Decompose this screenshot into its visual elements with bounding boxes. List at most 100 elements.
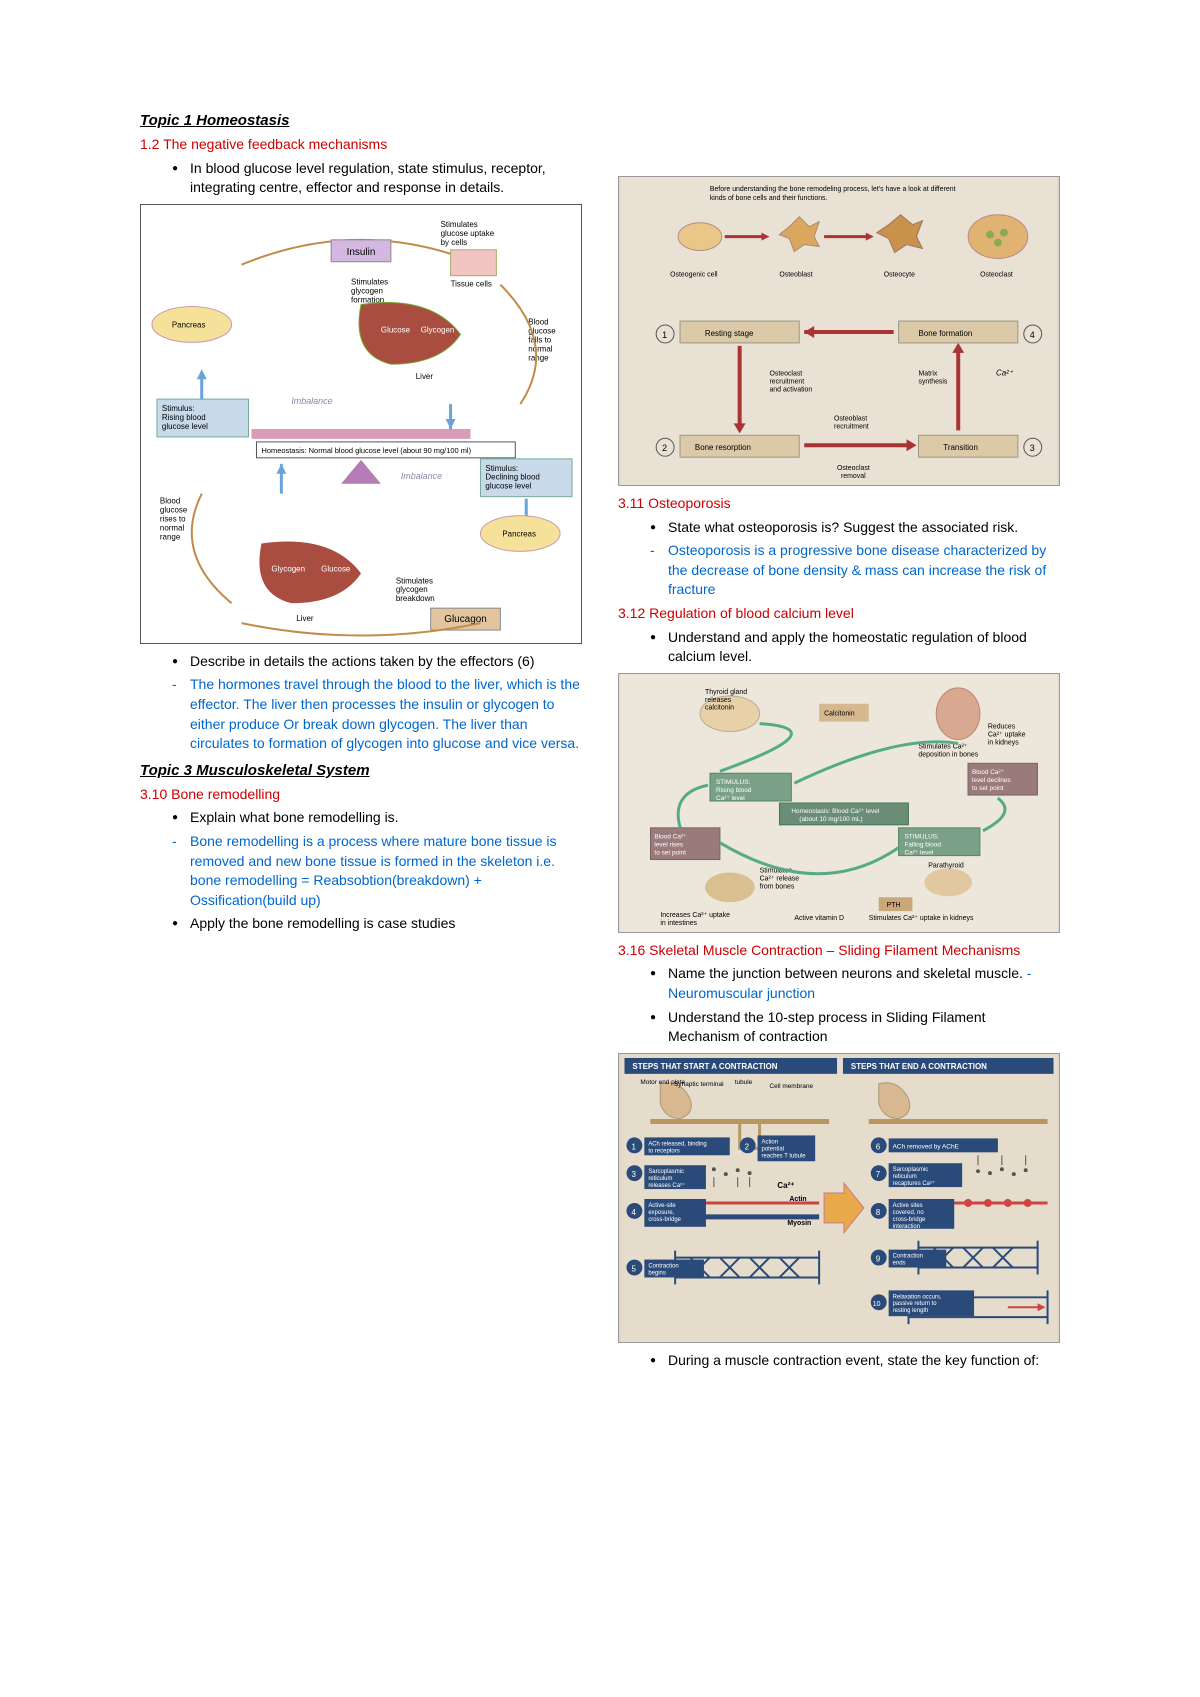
svg-text:Osteoclast: Osteoclast [980,271,1013,278]
svg-text:4: 4 [631,1208,636,1217]
svg-text:in intestines: in intestines [660,920,697,927]
svg-text:Action: Action [762,1139,779,1145]
svg-text:from bones: from bones [760,883,795,890]
topic3-title: Topic 3 Musculoskeletal System [140,760,582,781]
svg-text:by cells: by cells [441,238,468,247]
svg-text:Actin: Actin [789,1196,806,1203]
svg-text:2: 2 [745,1142,750,1151]
svg-text:3: 3 [1030,443,1035,453]
svg-text:Glucose: Glucose [381,325,411,334]
bullet-bone-case: Apply the bone remodelling is case studi… [172,914,582,934]
tissue-label: Tissue cells [451,279,492,288]
svg-text:Ca²⁺ level: Ca²⁺ level [716,795,745,802]
svg-text:releases Ca²⁺: releases Ca²⁺ [648,1182,685,1189]
svg-text:Declining blood: Declining blood [485,473,539,482]
bullet-10step: Understand the 10-step process in Slidin… [650,1008,1060,1047]
svg-text:7: 7 [876,1170,881,1179]
bullet-keyfunction: During a muscle contraction event, state… [650,1351,1060,1371]
svg-text:cross-bridge: cross-bridge [648,1217,681,1223]
svg-text:Stimulus:: Stimulus: [162,404,195,413]
svg-text:potential: potential [762,1146,784,1152]
bullet-osteo: State what osteoporosis is? Suggest the … [650,518,1060,538]
svg-text:Matrix: Matrix [918,371,937,378]
right-column: Before understanding the bone remodeling… [618,110,1060,1374]
svg-text:Active vitamin D: Active vitamin D [794,915,844,922]
svg-text:recaptures Ca²⁺: recaptures Ca²⁺ [893,1180,935,1187]
svg-text:removal: removal [841,473,866,480]
svg-text:to receptors: to receptors [648,1148,679,1154]
section-3-16-title: 3.16 Skeletal Muscle Contraction – Slidi… [618,941,1060,961]
svg-text:Glucose: Glucose [321,564,351,573]
svg-text:Contraction: Contraction [648,1263,678,1269]
topic1-list: In blood glucose level regulation, state… [140,159,582,198]
svg-text:glycogen: glycogen [396,585,428,594]
svg-text:3: 3 [631,1170,636,1179]
svg-text:Bone formation: Bone formation [918,329,972,338]
svg-text:falls to: falls to [528,335,552,344]
svg-text:STIMULUS:: STIMULUS: [716,779,751,786]
svg-text:in kidneys: in kidneys [988,739,1019,746]
stim-uptake-label: Stimulates [441,220,478,229]
pancreas-label: Pancreas [172,320,206,329]
svg-text:Resting stage: Resting stage [705,329,754,338]
svg-text:(about 10 mg/100 mL): (about 10 mg/100 mL) [799,816,862,823]
svg-text:5: 5 [631,1264,636,1273]
svg-text:resting length: resting length [893,1308,929,1314]
section-3-11-title: 3.11 Osteoporosis [618,494,1060,514]
stim-glyc-label: Stimulates [351,277,388,286]
svg-text:1: 1 [662,330,667,340]
left-column: Topic 1 Homeostasis 1.2 The negative fee… [140,110,582,1374]
svg-text:Synaptic terminal: Synaptic terminal [674,1080,723,1087]
bullet-effectors: Describe in details the actions taken by… [172,652,582,672]
svg-text:level declines: level declines [972,777,1011,784]
glucose-diagram: Insulin Stimulates glucose uptake by cel… [140,204,582,644]
svg-text:Stimulates: Stimulates [396,576,433,585]
svg-text:Ca²⁺ release: Ca²⁺ release [760,875,800,882]
svg-text:synthesis: synthesis [918,379,947,386]
svg-text:covered, no: covered, no [893,1210,925,1216]
svg-text:Osteoclast: Osteoclast [837,465,870,472]
svg-text:calcitonin: calcitonin [705,704,734,711]
insulin-label: Insulin [347,247,376,258]
svg-text:Parathyroid: Parathyroid [928,862,964,869]
svg-text:Myosin: Myosin [787,1220,811,1227]
svg-text:Ca²⁺: Ca²⁺ [777,1181,794,1190]
svg-text:Cell membrane: Cell membrane [769,1082,813,1089]
svg-text:8: 8 [876,1208,881,1217]
svg-text:Rising blood: Rising blood [716,787,752,794]
calcium-diagram: Thyroid gland releases calcitonin Calcit… [618,673,1060,933]
svg-text:ACh released, binding: ACh released, binding [648,1141,706,1147]
svg-text:glucose: glucose [160,505,188,514]
svg-text:4: 4 [1030,330,1035,340]
svg-text:breakdown: breakdown [396,594,435,603]
section-3-10-title: 3.10 Bone remodelling [140,785,582,805]
svg-text:Glycogen: Glycogen [421,325,455,334]
svg-text:Reduces: Reduces [988,723,1016,730]
osteo-list: State what osteoporosis is? Suggest the … [618,518,1060,600]
svg-text:Bone resorption: Bone resorption [695,443,751,452]
svg-text:to set point: to set point [654,849,686,856]
liver-label: Liver [416,372,434,381]
svg-text:begins: begins [648,1270,666,1276]
svg-text:Contraction: Contraction [893,1253,923,1259]
svg-text:Homeostasis: Blood Ca²⁺ level: Homeostasis: Blood Ca²⁺ level [791,808,879,815]
end-header: STEPS THAT END A CONTRACTION [851,1062,987,1071]
svg-text:passive return to: passive return to [893,1301,938,1307]
calcium-list: Understand and apply the homeostatic reg… [618,628,1060,667]
section-3-12-title: 3.12 Regulation of blood calcium level [618,604,1060,624]
svg-text:ACh removed by AChE: ACh removed by AChE [893,1143,960,1150]
svg-text:ends: ends [893,1260,906,1266]
svg-text:normal: normal [160,523,185,532]
svg-text:Stimulates Ca²⁺ uptake in kidn: Stimulates Ca²⁺ uptake in kidneys [869,915,974,922]
svg-text:Before understanding the bone: Before understanding the bone remodeling… [710,186,956,193]
svg-text:kinds of bone cells and their: kinds of bone cells and their functions. [710,195,828,202]
svg-text:recruitment: recruitment [769,379,804,386]
svg-text:Blood Ca²⁺: Blood Ca²⁺ [972,769,1004,776]
svg-text:Sarcoplasmic: Sarcoplasmic [893,1167,929,1173]
svg-text:Imbalance: Imbalance [291,396,332,406]
svg-text:Active-site: Active-site [648,1203,676,1209]
svg-text:Blood Ca²⁺: Blood Ca²⁺ [654,833,686,840]
bullet-nmj: Name the junction between neurons and sk… [650,964,1060,1003]
bone-remodel-diagram: Before understanding the bone remodeling… [618,176,1060,486]
svg-text:Glycogen: Glycogen [271,564,305,573]
